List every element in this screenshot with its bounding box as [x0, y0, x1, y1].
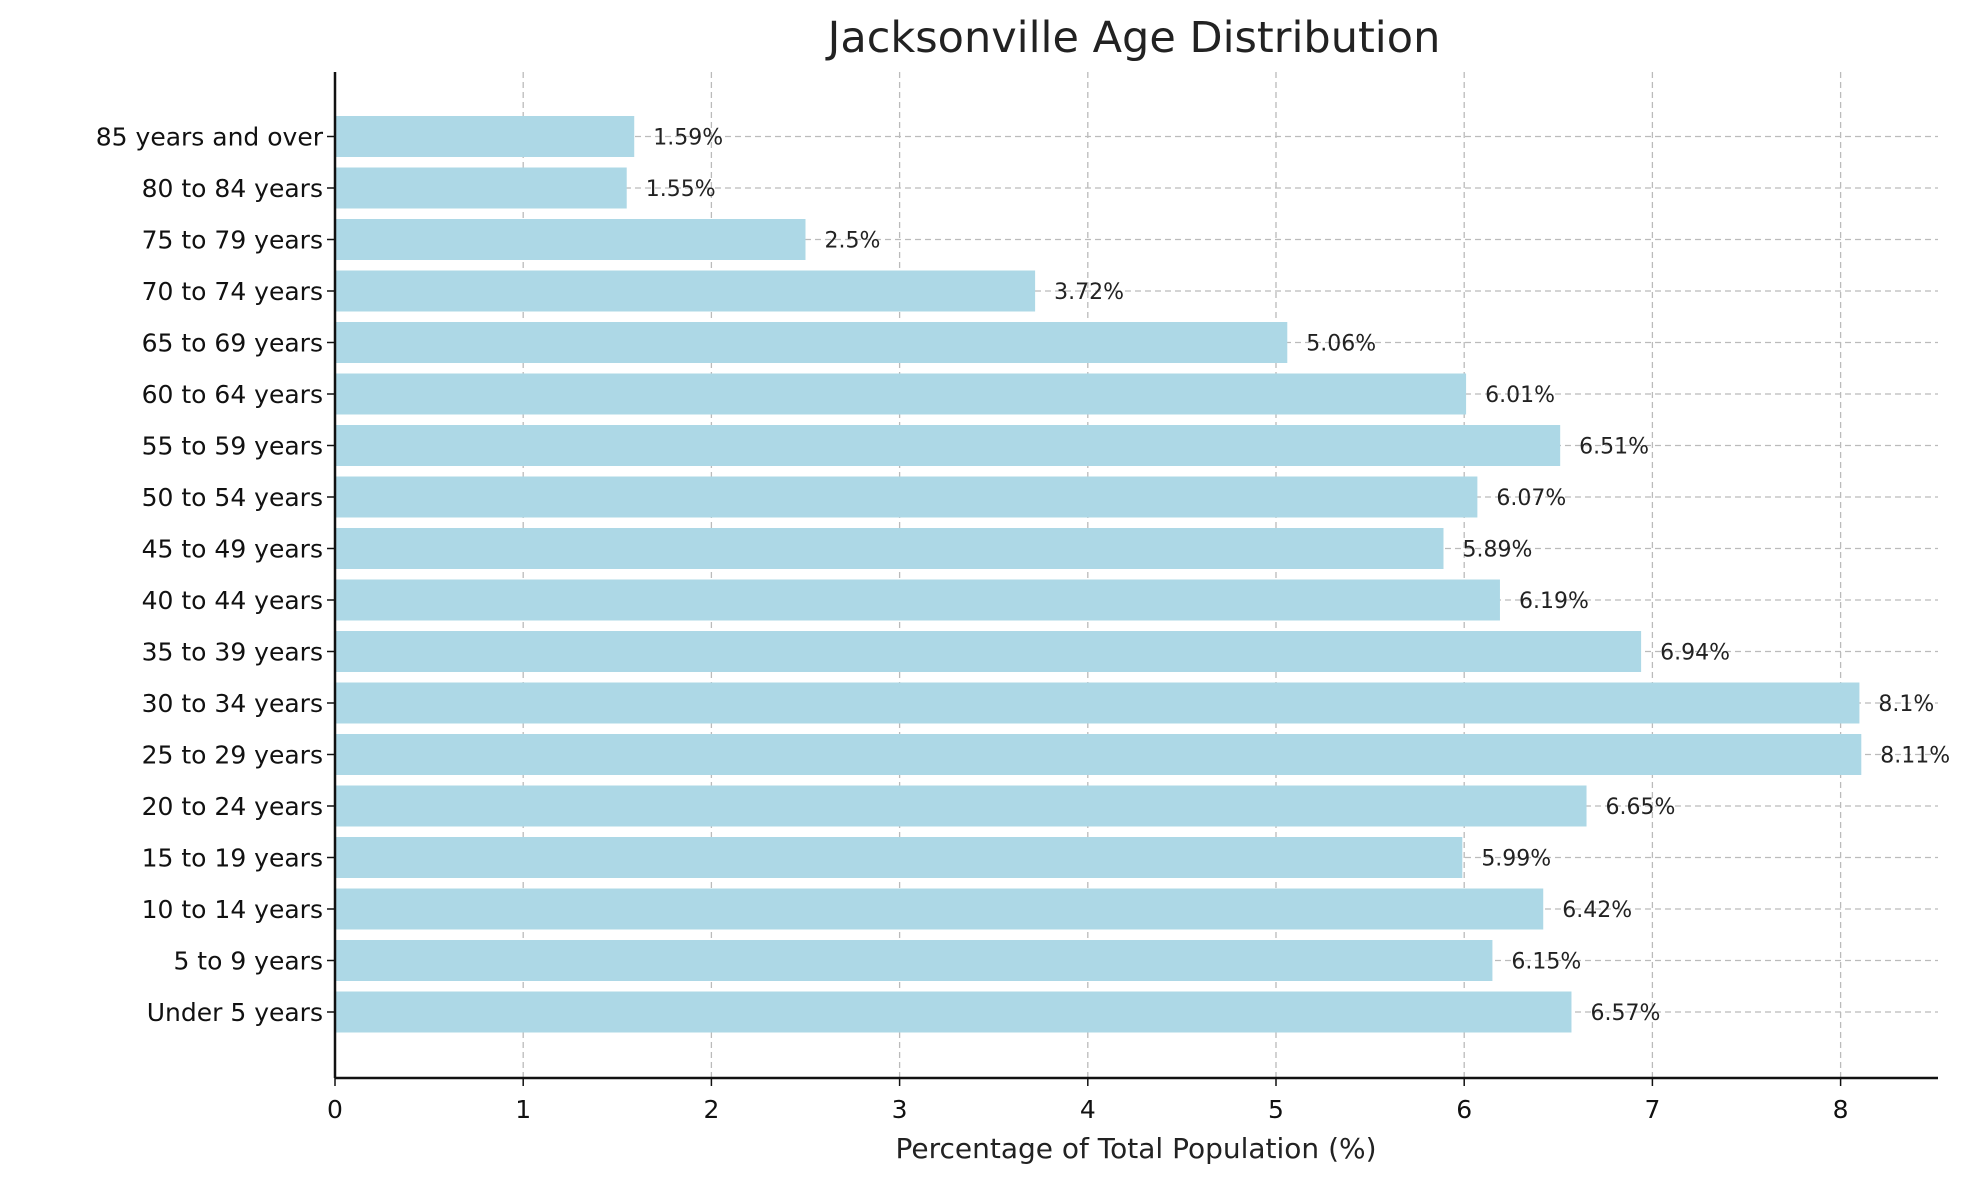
bar [335, 631, 1642, 672]
bar [335, 219, 806, 260]
y-tick-label: Under 5 years [147, 998, 323, 1027]
x-tick-label: 6 [1456, 1095, 1472, 1124]
data-label: 1.59% [653, 126, 723, 151]
bar [335, 837, 1463, 878]
bar [335, 425, 1561, 466]
x-tick-label: 2 [703, 1095, 719, 1124]
data-label: 6.42% [1562, 898, 1632, 923]
data-label: 1.55% [646, 177, 716, 202]
bar [335, 528, 1444, 569]
y-tick-label: 40 to 44 years [142, 586, 323, 615]
bar [335, 270, 1036, 312]
y-tick-label: 85 years and over [96, 123, 324, 152]
x-tick-label: 3 [892, 1095, 908, 1124]
x-tick-label: 1 [515, 1095, 531, 1124]
data-label: 6.65% [1606, 795, 1676, 820]
bar [335, 167, 627, 209]
data-label: 6.94% [1660, 641, 1730, 666]
y-tick-label: 35 to 39 years [142, 638, 323, 667]
bar [335, 734, 1862, 775]
y-tick-label: 70 to 74 years [142, 277, 323, 306]
y-tick-label: 45 to 49 years [142, 535, 323, 564]
bar [335, 888, 1544, 930]
data-label: 5.89% [1462, 538, 1532, 563]
bar [335, 682, 1860, 724]
y-tick-label: 20 to 24 years [142, 792, 323, 821]
x-tick-label: 7 [1644, 1095, 1660, 1124]
data-label: 3.72% [1054, 280, 1124, 305]
data-label: 6.15% [1511, 950, 1581, 975]
data-label: 8.1% [1878, 692, 1934, 717]
y-tick-label: 80 to 84 years [142, 174, 323, 203]
data-label: 6.01% [1485, 383, 1555, 408]
bar [335, 785, 1587, 827]
y-tick-label: 75 to 79 years [142, 226, 323, 255]
chart-title: Jacksonville Age Distribution [825, 13, 1441, 63]
x-tick-label: 5 [1268, 1095, 1284, 1124]
data-label: 6.19% [1519, 589, 1589, 614]
y-tick-label: 10 to 14 years [142, 895, 323, 924]
bar [335, 322, 1288, 363]
y-tick-label: 55 to 59 years [142, 432, 323, 461]
data-label: 6.07% [1496, 486, 1566, 511]
y-tick-label: 50 to 54 years [142, 483, 323, 512]
y-tick-label: 30 to 34 years [142, 689, 323, 718]
bar [335, 373, 1467, 415]
data-label: 5.06% [1306, 332, 1376, 357]
x-tick-label: 0 [327, 1095, 343, 1124]
bar [335, 940, 1493, 981]
bar [335, 579, 1500, 621]
data-label: 2.5% [825, 229, 881, 254]
y-tick-label: 65 to 69 years [142, 329, 323, 358]
data-label: 5.99% [1481, 847, 1551, 872]
x-tick-label: 4 [1080, 1095, 1096, 1124]
y-tick-label: 60 to 64 years [142, 380, 323, 409]
y-tick-label: 25 to 29 years [142, 741, 323, 770]
x-axis-label: Percentage of Total Population (%) [895, 1132, 1376, 1165]
x-tick-label: 8 [1833, 1095, 1849, 1124]
y-tick-label: 15 to 19 years [142, 844, 323, 873]
y-tick-label: 5 to 9 years [173, 947, 323, 976]
data-label: 6.51% [1579, 435, 1649, 460]
data-label: 6.57% [1590, 1001, 1660, 1026]
bar [335, 116, 635, 157]
bar [335, 991, 1572, 1033]
data-label: 8.11% [1880, 744, 1950, 769]
bar [335, 476, 1478, 518]
